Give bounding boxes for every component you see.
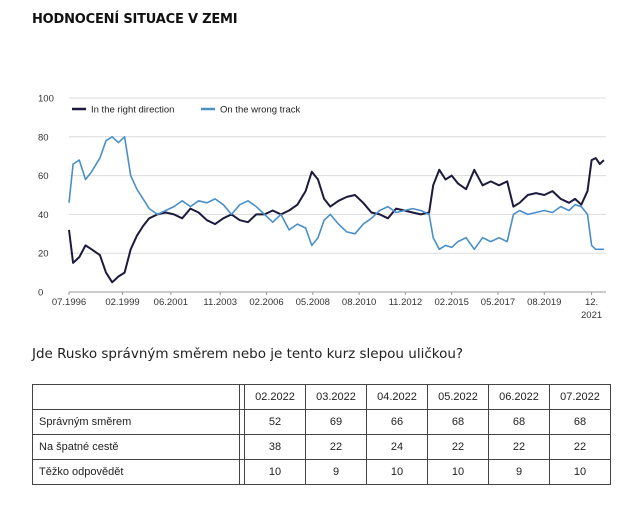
x-tick-label: 08.2010 [342,297,376,308]
table-cell: 68 [427,409,489,435]
x-tick-label: 07.1996 [52,297,86,308]
y-tick-label: 100 [38,94,54,105]
table-cell: 10 [427,459,489,485]
table-cell: 10 [366,459,428,485]
column-header: 02.2022 [244,384,306,410]
x-tick-label: 12. [585,297,598,308]
results-table: 02.2022 03.2022 04.2022 05.2022 06.2022 … [32,384,611,485]
table-row: Na špatné cestě 38 22 24 22 22 22 [32,434,611,460]
survey-question: Jde Rusko správným směrem nebo je tento … [32,346,464,362]
table-cell: 9 [488,459,550,485]
x-tick-label: 2021 [581,310,602,321]
x-tick-label: 08.2019 [527,297,561,308]
table-row: Správným směrem 52 69 66 68 68 68 [32,409,611,435]
page-title: HODNOCENÍ SITUACE V ZEMI [32,12,238,27]
row-label: Správným směrem [32,409,240,435]
column-header: 04.2022 [366,384,428,410]
table-header-row: 02.2022 03.2022 04.2022 05.2022 06.2022 … [32,384,611,410]
table-cell: 52 [244,409,306,435]
table-cell: 66 [366,409,428,435]
table-cell: 68 [488,409,550,435]
x-tick-label: 02.2015 [435,297,469,308]
table-cell: 10 [244,459,306,485]
y-tick-label: 20 [38,249,49,260]
x-tick-label: 06.2001 [154,297,188,308]
table-cell: 22 [488,434,550,460]
column-header: 05.2022 [427,384,489,410]
y-tick-label: 60 [38,171,49,182]
y-tick-label: 0 [38,288,43,299]
line-chart: 0 20 40 60 80 100 07.1996 02.1999 06.2001 11.2003… [38,94,606,321]
table-cell: 68 [549,409,611,435]
legend-label: In the right direction [91,105,174,116]
x-tick-label: 02.1999 [105,297,139,308]
series-line-right-direction [68,157,605,284]
column-header: 06.2022 [488,384,550,410]
table-cell: 9 [305,459,367,485]
legend-label: On the wrong track [220,105,301,116]
y-tick-label: 40 [38,210,49,221]
series-line-wrong-track [68,136,604,251]
table-cell: 69 [305,409,367,435]
table-cell: 10 [549,459,611,485]
table-row: Těžko odpovědět 10 9 10 10 9 10 [32,459,611,485]
row-label: Na špatné cestě [32,434,240,460]
table-cell: 38 [244,434,306,460]
column-header: 07.2022 [549,384,611,410]
x-tick-label: 11.2003 [203,297,237,308]
y-tick-label: 80 [38,132,49,143]
x-tick-label: 02.2006 [249,297,283,308]
table-cell: 22 [305,434,367,460]
table-cell: 24 [366,434,428,460]
table-cell: 22 [427,434,489,460]
row-label: Těžko odpovědět [32,459,240,485]
x-tick-label: 11.2012 [389,297,423,308]
table-cell: 22 [549,434,611,460]
header-corner-cell [32,384,240,410]
x-tick-label: 05.2017 [481,297,515,308]
column-header: 03.2022 [305,384,367,410]
x-tick-label: 05.2008 [296,297,330,308]
